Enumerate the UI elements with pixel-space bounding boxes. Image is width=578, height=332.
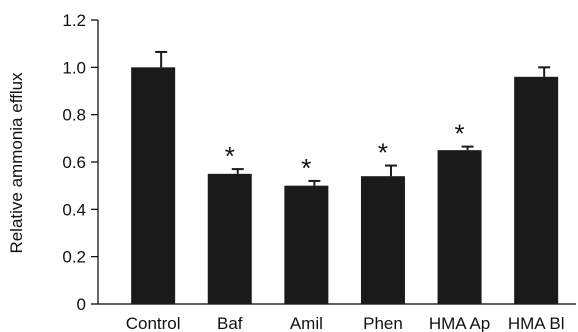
y-tick-label: 1.2: [62, 11, 86, 30]
x-tick-label: Baf: [217, 314, 243, 332]
y-axis-label: Relative ammonia efflux: [7, 72, 26, 254]
y-tick-label: 1.0: [62, 58, 86, 77]
y-tick-label: 0.8: [62, 106, 86, 125]
y-tick-label: 0.4: [62, 200, 86, 219]
bar: [360, 176, 405, 304]
y-tick-label: 0.2: [62, 248, 86, 267]
error-bars: [155, 50, 551, 186]
bar: [207, 173, 252, 304]
y-tick-label: 0: [77, 295, 86, 314]
significance-asterisk: *: [455, 119, 465, 149]
bar: [514, 76, 559, 304]
bar: [131, 67, 176, 304]
x-tick-label: Amil: [290, 314, 323, 332]
bar: [437, 150, 482, 304]
x-tick-label: Phen: [363, 314, 403, 332]
significance-markers: * * * *: [225, 119, 465, 183]
x-tick-label: Control: [126, 314, 181, 332]
y-ticks: 0 0.2 0.4 0.6 0.8 1.0 1.2: [62, 11, 98, 314]
x-tick-label: HMA Ap: [429, 314, 490, 332]
y-tick-label: 0.6: [62, 153, 86, 172]
x-tick-labels: Control Baf Amil Phen HMA Ap HMA Bl: [126, 314, 565, 332]
significance-asterisk: *: [301, 153, 311, 183]
significance-asterisk: *: [225, 141, 235, 171]
bar: [284, 185, 329, 304]
bars: [131, 67, 559, 304]
significance-asterisk: *: [378, 138, 388, 168]
x-tick-label: HMA Bl: [508, 314, 565, 332]
